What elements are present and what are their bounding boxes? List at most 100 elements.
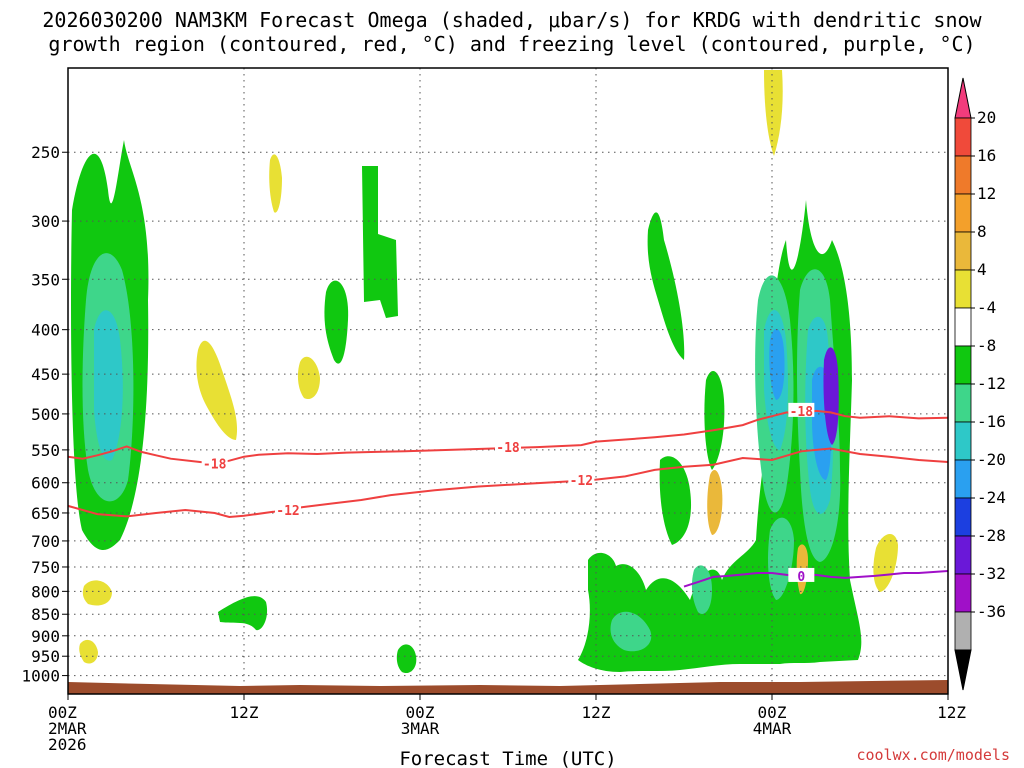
omega-area [610, 611, 652, 652]
chart-title-line2: growth region (contoured, red, °C) and f… [48, 32, 975, 56]
contour-label: -12 [570, 474, 593, 489]
y-axis: 250 300 350 400 450 500 550 600 650 700 750 800 850 9… [21, 143, 68, 686]
y-tick-label: 1000 [21, 667, 60, 686]
contour-label: -18 [203, 457, 227, 472]
colorbar-swatch [954, 345, 972, 385]
contour-label: 0 [797, 570, 805, 585]
colorbar-swatch [954, 573, 972, 613]
y-tick-label: 950 [31, 647, 60, 666]
omega-area [769, 328, 785, 400]
colorbar-swatch [954, 307, 972, 347]
colorbar-swatch [954, 383, 972, 423]
omega-area [218, 596, 268, 631]
contour-label-bg [788, 567, 815, 582]
colorbar-label: 4 [977, 260, 987, 279]
y-tick-label: 900 [31, 627, 60, 646]
colorbar-swatch [954, 535, 972, 575]
isotherm-line [683, 570, 948, 588]
y-tick-label: 650 [31, 504, 60, 523]
colorbar-swatch [954, 459, 972, 499]
y-tick-label: 800 [31, 582, 60, 601]
colorbar-swatch [954, 155, 972, 195]
contour-label-bg [275, 502, 301, 517]
colorbar-label: -8 [977, 336, 996, 355]
colorbar-swatch [954, 231, 972, 271]
terrain [68, 680, 948, 694]
omega-area [297, 356, 320, 400]
x-tick-label: 2MAR [48, 719, 87, 738]
colorbar-label: 12 [977, 184, 996, 203]
colorbar-label: -12 [977, 374, 1006, 393]
colorbar-label: -16 [977, 412, 1006, 431]
x-tick-label: 00Z [48, 703, 77, 722]
contour-label: -18 [496, 441, 520, 456]
chart-title-line1: 2026030200 NAM3KM Forecast Omega (shaded… [42, 8, 982, 32]
y-tick-label: 600 [31, 474, 60, 493]
contour-label-bg [788, 402, 815, 417]
colorbar-swatch [954, 497, 972, 537]
x-tick-label: 00Z [406, 703, 435, 722]
colorbar-label: -24 [977, 488, 1006, 507]
omega-area [704, 370, 725, 470]
y-tick-label: 400 [31, 321, 60, 340]
colorbar-swatch [954, 421, 972, 461]
contour-label-bg [568, 472, 595, 487]
colorbar-label: 16 [977, 146, 996, 165]
colorbar-label: -4 [977, 298, 996, 317]
y-tick-label: 750 [31, 558, 60, 577]
omega-area [764, 70, 783, 156]
colorbar-swatch [954, 193, 972, 233]
y-tick-label: 250 [31, 143, 60, 162]
y-tick-label: 450 [31, 365, 60, 384]
y-tick-label: 550 [31, 441, 60, 460]
omega-area [873, 533, 898, 592]
colorbar-label: -36 [977, 602, 1006, 621]
contour-label: -18 [790, 405, 814, 420]
omega-area [396, 644, 417, 674]
credit-text: coolwx.com/models [856, 746, 1010, 764]
x-tick-label: 4MAR [753, 719, 792, 738]
contour-label: -12 [276, 504, 299, 519]
x-tick-label: 00Z [758, 703, 787, 722]
colorbar-label: -28 [977, 526, 1006, 545]
omega-area [707, 470, 723, 535]
omega-area [94, 310, 123, 461]
contours: -18 -18 -18 -12 -12 0 [68, 402, 948, 588]
y-tick-label: 300 [31, 212, 60, 231]
y-tick-label: 350 [31, 270, 60, 289]
omega-area [269, 154, 282, 213]
colorbar: 20 16 12 8 4 -4 -8 -12 -16 -20 -24 -28 -32 -36 [954, 77, 1006, 691]
colorbar-bottom-arrow [954, 649, 972, 691]
colorbar-label: -32 [977, 564, 1006, 583]
colorbar-top-arrow [954, 77, 972, 119]
colorbar-swatch [954, 269, 972, 309]
contour-label-bg [201, 455, 228, 470]
y-tick-label: 700 [31, 532, 60, 551]
x-tick-label: 12Z [230, 703, 259, 722]
omega-area [79, 639, 98, 664]
colorbar-label: -20 [977, 450, 1006, 469]
omega-area [362, 166, 398, 318]
isotherm-line [68, 447, 948, 519]
omega-area [324, 280, 349, 364]
omega-area [691, 565, 712, 614]
omega-area [196, 340, 238, 440]
colorbar-label: 20 [977, 108, 996, 127]
omega-area [659, 456, 692, 545]
omega-area [823, 347, 839, 445]
colorbar-label: 8 [977, 222, 987, 241]
x-axis-label: Forecast Time (UTC) [399, 748, 616, 768]
x-tick-label: 12Z [937, 703, 966, 722]
x-tick-label: 3MAR [401, 719, 440, 738]
y-tick-label: 850 [31, 605, 60, 624]
y-tick-label: 500 [31, 405, 60, 424]
colorbar-swatch [954, 117, 972, 157]
omega-area [647, 212, 685, 360]
contour-label-bg [495, 439, 521, 454]
plot-frame [67, 67, 949, 695]
x-tick-label: 2026 [48, 735, 87, 754]
omega-area [82, 580, 112, 606]
colorbar-swatch [954, 611, 972, 651]
